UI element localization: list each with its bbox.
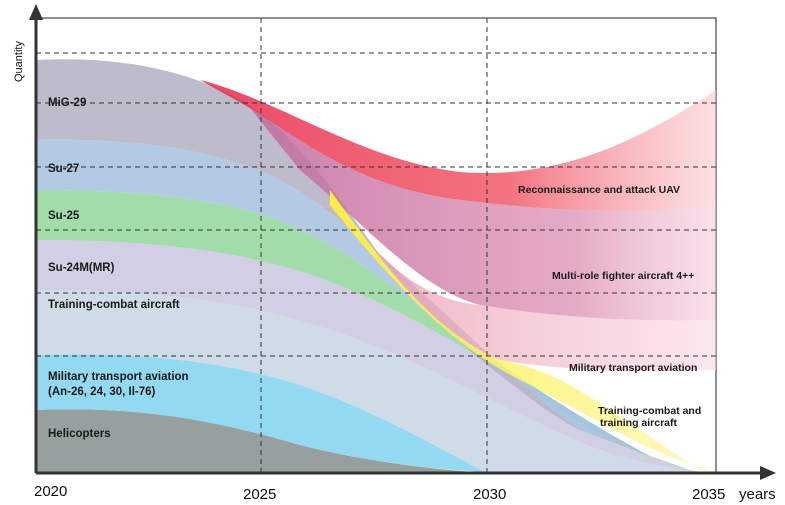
band-multirole: [250, 108, 716, 321]
label-mta-new: Military transport aviation: [569, 362, 697, 374]
label-military-transport: Military transport aviation (An-26, 24, …: [48, 371, 192, 398]
band-su-25: [36, 190, 690, 470]
label-su-25: Su-25: [48, 210, 80, 222]
band-su-24m: [36, 240, 700, 472]
band-military-transport: [36, 354, 486, 472]
x-axis-arrow: [760, 466, 776, 480]
label-multirole: Multi-role fighter aircraft 4++: [552, 270, 694, 282]
grid: [36, 18, 716, 473]
band-su-27: [36, 139, 650, 457]
label-su-24m: Su-24M(MR): [48, 262, 115, 274]
label-uav: Reconnaissance and attack UAV: [518, 184, 680, 196]
label-helicopters: Helicopters: [48, 428, 111, 440]
x-tick-2025: 2025: [243, 486, 276, 503]
x-axis-label: years: [739, 486, 776, 503]
y-axis-label: Quantity: [13, 41, 25, 82]
band-training-combat: [36, 290, 700, 473]
x-tick-2030: 2030: [473, 486, 506, 503]
label-training-new: Training-combat and training aircraft: [598, 405, 704, 429]
label-su-27: Su-27: [48, 163, 79, 175]
x-tick-2035: 2035: [692, 486, 725, 503]
band-uav: [200, 80, 716, 212]
band-mta-new: [330, 200, 716, 371]
y-axis-arrow: [29, 4, 43, 20]
x-tick-2020: 2020: [34, 483, 67, 500]
label-training-combat: Training-combat aircraft: [48, 299, 180, 311]
band-mig-29: [36, 59, 580, 430]
label-mig-29: MiG-29: [48, 97, 86, 109]
